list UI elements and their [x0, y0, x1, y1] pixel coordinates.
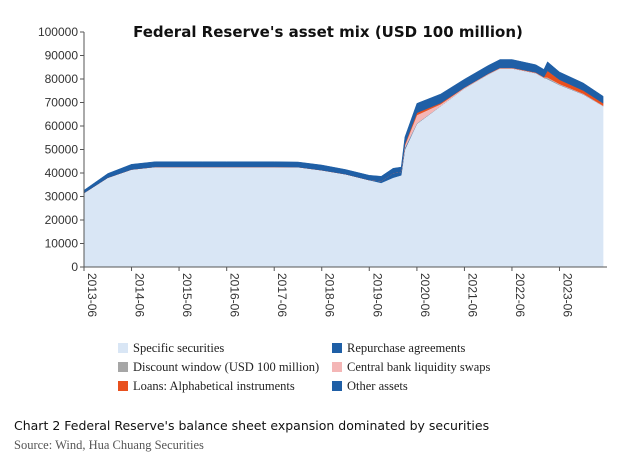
legend-label: Other assets [347, 379, 408, 393]
x-tick-label: 2014-06 [133, 273, 147, 317]
x-tick-label: 2020-06 [418, 273, 432, 317]
x-tick-label: 2013-06 [85, 273, 99, 317]
legend-item: Other assets [332, 379, 408, 393]
y-tick-label: 60000 [45, 119, 79, 133]
legend-swatch [332, 343, 342, 353]
legend-item: Specific securities [118, 341, 224, 355]
y-tick-label: 90000 [45, 49, 79, 63]
figure-caption: Chart 2 Federal Reserve's balance sheet … [14, 418, 490, 433]
y-tick-label: 20000 [45, 213, 79, 227]
plot-areas [83, 59, 604, 268]
chart: Federal Reserve's asset mix (USD 100 mil… [38, 23, 607, 393]
legend-label: Discount window (USD 100 million) [133, 360, 319, 374]
x-tick-label: 2019-06 [370, 273, 384, 317]
source-note: Source: Wind, Hua Chuang Securities [14, 438, 204, 452]
legend-item: Loans: Alphabetical instruments [118, 379, 295, 393]
legend-swatch [118, 343, 128, 353]
x-tick-label: 2018-06 [323, 273, 337, 317]
x-tick-label: 2023-06 [560, 273, 574, 317]
y-tick-label: 30000 [45, 190, 79, 204]
legend-swatch [118, 362, 128, 372]
legend-swatch [118, 381, 128, 391]
y-tick-label: 0 [71, 260, 78, 274]
legend-item: Discount window (USD 100 million) [118, 360, 319, 374]
y-tick-label: 100000 [38, 25, 78, 39]
legend: Specific securities Repurchase agreements… [118, 341, 491, 393]
legend-label: Specific securities [133, 341, 224, 355]
y-tick-label: 10000 [45, 237, 79, 251]
axes: 0 10000 20000 30000 40000 50000 60000 70000 8000… [38, 25, 607, 317]
x-tick-label: 2022-06 [513, 273, 527, 317]
x-tick-label: 2021-06 [465, 273, 479, 317]
legend-label: Repurchase agreements [347, 341, 465, 355]
y-tick-label: 40000 [45, 166, 79, 180]
legend-item: Repurchase agreements [332, 341, 465, 355]
legend-label: Loans: Alphabetical instruments [133, 379, 295, 393]
legend-label: Central bank liquidity swaps [347, 360, 491, 374]
legend-item: Central bank liquidity swaps [332, 360, 491, 374]
y-tick-label: 80000 [45, 72, 79, 86]
legend-swatch [332, 362, 342, 372]
x-tick-label: 2017-06 [275, 273, 289, 317]
x-tick-label: 2015-06 [180, 273, 194, 317]
area-specific-securities [83, 68, 604, 268]
y-tick-label: 50000 [45, 143, 79, 157]
x-tick-label: 2016-06 [228, 273, 242, 317]
area-other-assets [83, 59, 604, 194]
y-tick-label: 70000 [45, 96, 79, 110]
chart-title: Federal Reserve's asset mix (USD 100 mil… [133, 23, 523, 41]
legend-swatch [332, 381, 342, 391]
